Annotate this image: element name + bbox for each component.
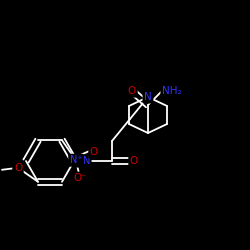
- Text: N: N: [144, 92, 152, 102]
- Text: O: O: [90, 147, 98, 157]
- Text: O: O: [130, 156, 138, 166]
- Text: HN: HN: [74, 156, 90, 166]
- Text: O⁻: O⁻: [73, 173, 87, 183]
- Text: NH₂: NH₂: [162, 86, 182, 96]
- Text: N⁺: N⁺: [70, 155, 82, 165]
- Text: O: O: [14, 163, 22, 173]
- Text: O: O: [128, 86, 136, 96]
